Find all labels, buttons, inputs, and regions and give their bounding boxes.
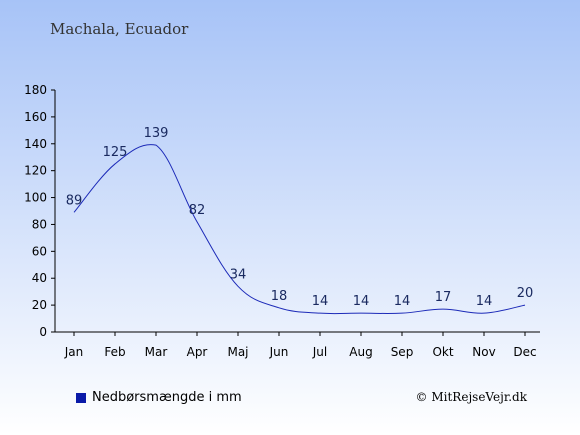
x-tick-label-nov: Nov — [472, 345, 495, 359]
y-tick-label: 60 — [32, 244, 47, 258]
data-label-sep: 14 — [394, 294, 411, 309]
rainfall-series-line — [73, 144, 526, 315]
y-tick-label: 180 — [24, 83, 47, 97]
data-label-feb: 125 — [103, 145, 128, 160]
x-tick-label-jan: Jan — [64, 345, 84, 359]
data-label-dec: 20 — [517, 286, 534, 301]
data-label-mar: 139 — [144, 126, 169, 141]
x-tick-label-jul: Jul — [312, 345, 327, 359]
x-tick-label-feb: Feb — [104, 345, 125, 359]
legend: Nedbørsmængde i mm — [76, 390, 242, 405]
data-label-jan: 89 — [66, 193, 83, 208]
y-tick-label: 0 — [39, 325, 47, 339]
legend-swatch-icon — [76, 392, 86, 403]
data-label-jun: 18 — [271, 289, 288, 304]
x-tick-label-jun: Jun — [269, 345, 289, 359]
x-tick-label-apr: Apr — [187, 345, 208, 359]
data-label-jul: 14 — [312, 294, 329, 309]
location-title: Machala, Ecuador — [50, 20, 189, 38]
y-tick-label: 80 — [32, 217, 47, 231]
data-label-okt: 17 — [435, 290, 452, 305]
x-tick-label-sep: Sep — [391, 345, 414, 359]
data-label-maj: 34 — [230, 267, 247, 282]
legend-label: Nedbørsmængde i mm — [92, 390, 242, 405]
y-tick-label: 160 — [24, 110, 47, 124]
x-tick-label-aug: Aug — [349, 345, 372, 359]
credit-text: © MitRejseVejr.dk — [415, 390, 527, 404]
y-tick-label: 40 — [32, 271, 47, 285]
y-tick-label: 120 — [24, 164, 47, 178]
x-tick-label-okt: Okt — [432, 345, 453, 359]
x-tick-label-mar: Mar — [145, 345, 168, 359]
x-tick-label-dec: Dec — [513, 345, 536, 359]
y-tick-label: 140 — [24, 137, 47, 151]
x-tick-label-maj: Maj — [227, 345, 248, 359]
data-label-apr: 82 — [189, 203, 206, 218]
data-label-nov: 14 — [476, 294, 493, 309]
data-label-aug: 14 — [353, 294, 370, 309]
y-tick-label: 100 — [24, 191, 47, 205]
y-tick-label: 20 — [32, 298, 47, 312]
